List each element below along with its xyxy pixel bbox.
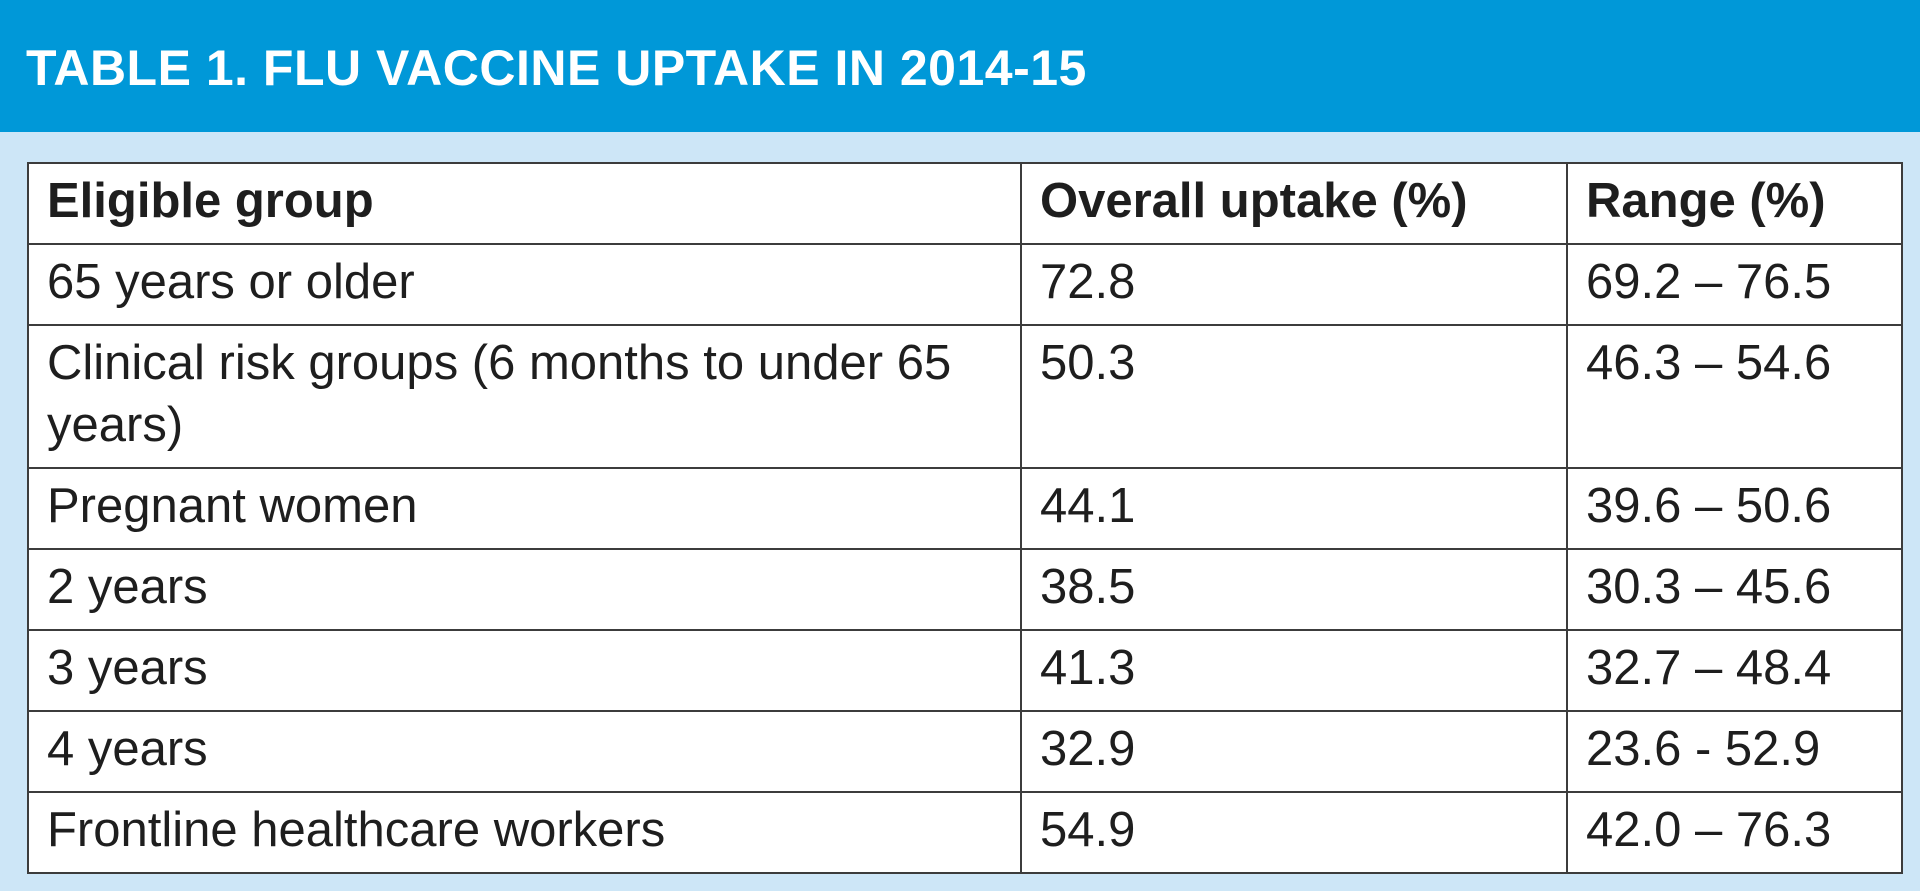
table-row: Pregnant women 44.1 39.6 – 50.6 <box>27 467 1903 550</box>
header-eligible-group: Eligible group <box>27 162 1022 245</box>
range-cell: 32.7 – 48.4 <box>1566 629 1903 712</box>
range-cell: 30.3 – 45.6 <box>1566 548 1903 631</box>
group-cell: Pregnant women <box>27 467 1022 550</box>
uptake-cell: 32.9 <box>1020 710 1568 793</box>
table-row: 4 years 32.9 23.6 - 52.9 <box>27 710 1903 793</box>
range-cell: 23.6 - 52.9 <box>1566 710 1903 793</box>
range-cell: 69.2 – 76.5 <box>1566 243 1903 326</box>
table-row: Frontline healthcare workers 54.9 42.0 –… <box>27 791 1903 874</box>
uptake-cell: 54.9 <box>1020 791 1568 874</box>
header-overall-uptake: Overall uptake (%) <box>1020 162 1568 245</box>
group-cell: 2 years <box>27 548 1022 631</box>
uptake-cell: 72.8 <box>1020 243 1568 326</box>
table-row: 65 years or older 72.8 69.2 – 76.5 <box>27 243 1903 326</box>
table-header-row: Eligible group Overall uptake (%) Range … <box>27 162 1903 245</box>
range-cell: 42.0 – 76.3 <box>1566 791 1903 874</box>
uptake-cell: 41.3 <box>1020 629 1568 712</box>
group-cell: Frontline healthcare workers <box>27 791 1022 874</box>
group-cell: 4 years <box>27 710 1022 793</box>
header-range: Range (%) <box>1566 162 1903 245</box>
group-cell: 3 years <box>27 629 1022 712</box>
uptake-cell: 38.5 <box>1020 548 1568 631</box>
table-container: Eligible group Overall uptake (%) Range … <box>27 162 1903 874</box>
table-row: Clinical risk groups (6 months to under … <box>27 324 1903 469</box>
title-banner: TABLE 1. FLU VACCINE UPTAKE IN 2014-15 <box>0 0 1920 132</box>
table-row: 2 years 38.5 30.3 – 45.6 <box>27 548 1903 631</box>
group-cell: Clinical risk groups (6 months to under … <box>27 324 1022 469</box>
vaccine-uptake-table: Eligible group Overall uptake (%) Range … <box>27 162 1903 874</box>
table-row: 3 years 41.3 32.7 – 48.4 <box>27 629 1903 712</box>
table-title: TABLE 1. FLU VACCINE UPTAKE IN 2014-15 <box>26 40 1087 96</box>
group-cell: 65 years or older <box>27 243 1022 326</box>
uptake-cell: 50.3 <box>1020 324 1568 469</box>
range-cell: 39.6 – 50.6 <box>1566 467 1903 550</box>
range-cell: 46.3 – 54.6 <box>1566 324 1903 469</box>
uptake-cell: 44.1 <box>1020 467 1568 550</box>
